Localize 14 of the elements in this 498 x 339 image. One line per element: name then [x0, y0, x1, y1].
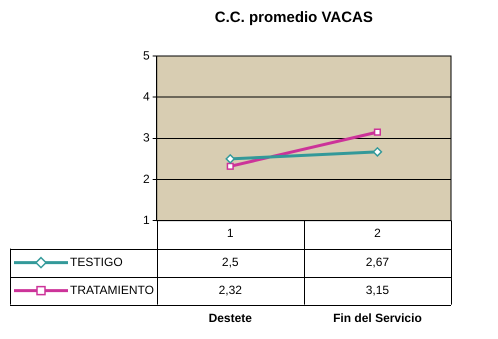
- data-label: 2,32: [218, 282, 242, 297]
- legend-label: TESTIGO: [70, 254, 123, 269]
- y-tick-label: 1: [142, 212, 150, 227]
- data-label: 2,5: [222, 254, 239, 269]
- y-tick-label: 3: [142, 130, 150, 145]
- data-label: 3,15: [366, 282, 390, 297]
- legend-label: TRATAMIENTO: [70, 282, 154, 297]
- y-tick-label: 4: [142, 89, 150, 104]
- data-label: 2,67: [366, 254, 390, 269]
- text: Fin del Servicio: [333, 310, 422, 325]
- y-tick-label: 5: [142, 48, 150, 62]
- chart-title: C.C. promedio VACAS: [214, 9, 373, 26]
- y-tick-label: 2: [142, 172, 150, 186]
- text: Destete: [208, 310, 252, 325]
